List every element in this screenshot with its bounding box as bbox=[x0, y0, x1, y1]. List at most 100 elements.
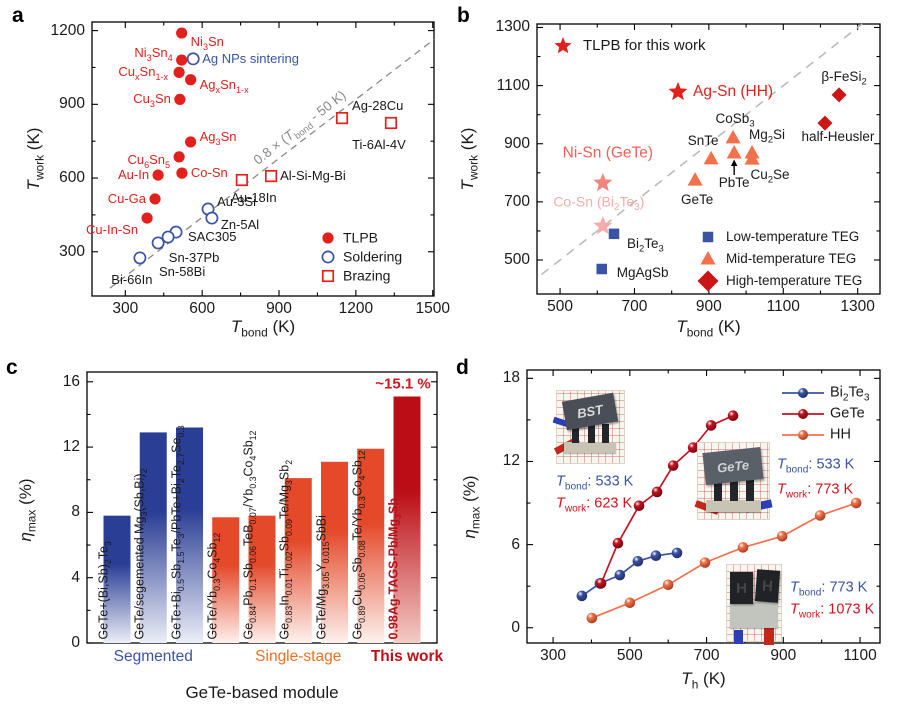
a-point-label-6: Cu6Sn5 bbox=[127, 152, 171, 170]
hh-label-right: H bbox=[761, 577, 774, 595]
x-tick-700: 700 bbox=[621, 298, 648, 315]
x-tick-500: 500 bbox=[616, 647, 643, 664]
a-point-label-0: Ni3Sn bbox=[190, 34, 224, 52]
axis-ticks bbox=[92, 22, 434, 296]
a-point-label-4: Cu3Sn bbox=[133, 91, 171, 110]
d-legend-label-1: GeTe bbox=[830, 405, 865, 422]
x-tick-1100: 1100 bbox=[766, 298, 800, 315]
module-leg bbox=[746, 480, 754, 501]
d-legend-marker-2 bbox=[798, 430, 808, 440]
x-tick-1200: 1200 bbox=[338, 300, 374, 317]
x-tick-1100: 1100 bbox=[843, 647, 877, 664]
panel-d: 300 500 700 900 1100 0 6 12 18 Bi2Te3 GeTe HH Tbond:… bbox=[450, 352, 898, 711]
b-legend-marker-0 bbox=[702, 231, 714, 243]
b-point-label-2: Co-Sn (Bi2Te3) bbox=[553, 193, 645, 214]
a-legend-label-2: Brazing bbox=[343, 267, 391, 284]
a-point-19 bbox=[384, 116, 398, 130]
a-point-6 bbox=[173, 151, 185, 163]
series-1-point-6 bbox=[705, 420, 717, 431]
y-tick-6: 6 bbox=[511, 535, 520, 553]
b-x-axis-title: Tbond (K) bbox=[676, 317, 741, 340]
a-point-4 bbox=[174, 93, 186, 106]
a-point-label-10: Cu-In-Sn bbox=[86, 222, 139, 238]
d-legend-label-2: HH bbox=[830, 426, 851, 443]
x-tick-900: 900 bbox=[266, 300, 292, 317]
b-point-label-9: Mg2Si bbox=[749, 126, 786, 146]
a-point-9 bbox=[149, 193, 161, 205]
series-0-point-4 bbox=[650, 550, 662, 561]
a-point-18 bbox=[335, 111, 349, 125]
a-legend-marker-1 bbox=[321, 250, 335, 264]
module-top-plate: BST bbox=[561, 392, 619, 431]
y-tick-18: 18 bbox=[502, 369, 520, 387]
y-tick-1200: 1200 bbox=[50, 21, 85, 39]
panel-letter-a: a bbox=[12, 4, 24, 27]
module-label-bst: BST bbox=[575, 401, 605, 422]
b-legend-label-1: Mid-temperature TEG bbox=[726, 250, 857, 266]
b-point-5 bbox=[687, 172, 703, 186]
series-line-2 bbox=[591, 502, 857, 619]
a-point-label-14: SAC305 bbox=[188, 229, 237, 245]
bar-1 bbox=[139, 432, 167, 643]
a-point-16 bbox=[151, 236, 165, 250]
bar-4 bbox=[248, 515, 276, 643]
b-point-7 bbox=[725, 129, 741, 144]
group-label-1: Single-stage bbox=[255, 647, 342, 665]
diagonal-guide-line bbox=[109, 38, 435, 289]
module-leg bbox=[588, 424, 595, 443]
module-leg bbox=[602, 424, 609, 443]
b-point-1 bbox=[593, 173, 613, 192]
y-tick-600: 600 bbox=[59, 168, 85, 186]
b-point-11 bbox=[831, 87, 847, 103]
a-point-10 bbox=[141, 212, 153, 224]
d-annotation-5: Twork: 1073 K bbox=[790, 601, 875, 621]
b-point-label-7: CoSb3 bbox=[715, 110, 755, 130]
y-tick-1100: 1100 bbox=[496, 76, 530, 94]
b-point-2 bbox=[593, 216, 613, 235]
y-tick-900: 900 bbox=[59, 95, 85, 113]
d-annotation-1: Twork: 623 K bbox=[556, 495, 633, 515]
x-tick-900: 900 bbox=[770, 647, 797, 664]
a-point-label-12: Au-3Si bbox=[217, 194, 257, 210]
b-point-label-1: Ni-Sn (GeTe) bbox=[562, 144, 654, 162]
y-tick-300: 300 bbox=[59, 242, 85, 260]
bar-2 bbox=[176, 427, 203, 643]
x-tick-600: 600 bbox=[189, 300, 216, 317]
bar-3 bbox=[212, 517, 240, 643]
d-legend-marker-0 bbox=[798, 388, 808, 398]
a-point-label-16: Sn-58Bi bbox=[158, 263, 206, 279]
x-tick-300: 300 bbox=[540, 647, 567, 664]
b-top-legend-label: TLPB for this work bbox=[583, 37, 706, 55]
series-1-point-5 bbox=[687, 442, 699, 453]
group-label-2: This work bbox=[370, 647, 444, 665]
d-annotation-2: Tbond: 533 K bbox=[777, 456, 855, 476]
module-base bbox=[730, 602, 778, 628]
panel-a: 300 600 900 1200 1500 300 600 900 1200 0.8 × (Tbo… bbox=[0, 0, 450, 352]
series-1-point-7 bbox=[727, 410, 739, 422]
module-base bbox=[706, 500, 761, 512]
a-point-17 bbox=[133, 251, 147, 265]
d-legend-label-0: Bi2Te3 bbox=[830, 384, 870, 404]
series-0-point-3 bbox=[632, 555, 644, 567]
y-tick-700: 700 bbox=[504, 192, 530, 210]
a-x-axis-title: Tbond (K) bbox=[230, 317, 296, 340]
bar-5 bbox=[284, 478, 312, 643]
c-x-axis-title: GeTe-based module bbox=[185, 683, 339, 702]
a-point-label-7: Au-In bbox=[118, 167, 150, 183]
b-point-label-4: MgAgSb bbox=[616, 264, 669, 280]
a-point-label-21: Au-18In bbox=[231, 190, 277, 205]
series-2-point-3 bbox=[699, 557, 711, 568]
b-point-label-10: Cu2Se bbox=[750, 167, 790, 186]
b-point-label-0: Ag-Sn (HH) bbox=[692, 82, 774, 100]
parity-line bbox=[540, 23, 863, 276]
b-point-3 bbox=[608, 228, 620, 240]
a-point-label-11: Ag NPs sintering bbox=[202, 51, 300, 67]
module-photo-hh: H H bbox=[726, 564, 782, 645]
b-legend-marker-2 bbox=[697, 270, 719, 292]
panel-b-plot bbox=[536, 23, 881, 295]
y-tick-4: 4 bbox=[71, 568, 80, 586]
d-x-axis-title: Th (K) bbox=[681, 669, 726, 692]
b-point-0 bbox=[668, 82, 688, 101]
a-point-20 bbox=[264, 169, 278, 183]
